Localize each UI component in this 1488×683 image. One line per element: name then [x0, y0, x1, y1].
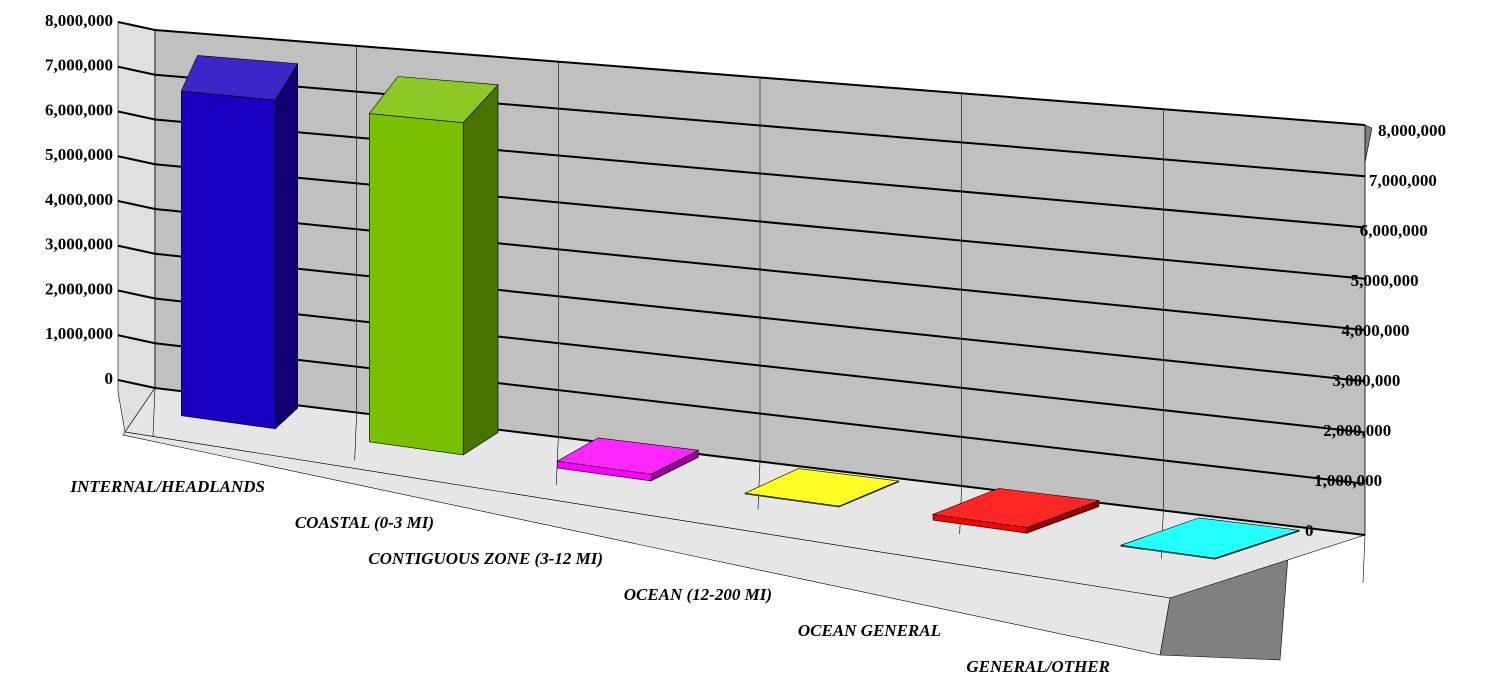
y2-tick-label: 4,000,000: [1342, 321, 1410, 340]
bar: [556, 437, 700, 482]
bar-front: [181, 90, 276, 430]
floor-divider: [354, 412, 357, 461]
grid-line-left-wall: [117, 289, 156, 300]
x-tick-label: GENERAL/OTHER: [966, 657, 1110, 676]
grid-line: [154, 29, 1366, 126]
y-tick-label: 3,000,000: [45, 235, 113, 254]
bar-top: [1120, 517, 1300, 559]
x-tick-label: OCEAN (12-200 MI): [624, 585, 772, 604]
grid-line-left-wall: [117, 65, 156, 76]
y2-tick-label: 3,000,000: [1332, 371, 1400, 390]
bar: [368, 76, 499, 456]
grid-line-left-wall: [117, 200, 156, 210]
x-tick-label: INTERNAL/HEADLANDS: [69, 477, 265, 496]
x-tick-label: CONTIGUOUS ZONE (3-12 MI): [368, 549, 603, 568]
grid-line: [154, 163, 1366, 280]
grid-line: [154, 118, 1366, 229]
bar-top: [931, 488, 1100, 528]
y2-tick-label: 2,000,000: [1323, 421, 1391, 440]
grid-line: [154, 297, 1366, 434]
y-tick-label: 4,000,000: [45, 190, 113, 209]
bar-top: [368, 76, 499, 124]
bar-side: [274, 62, 299, 430]
y2-tick-label: 7,000,000: [1369, 171, 1437, 190]
grid-line: [154, 342, 1366, 485]
y2-tick-label: 1,000,000: [1314, 471, 1382, 490]
grid-line-left-wall: [117, 110, 156, 121]
y-tick-label: 1,000,000: [45, 324, 113, 343]
y2-tick-label: 6,000,000: [1360, 221, 1428, 240]
grid-line-left-wall: [117, 244, 156, 255]
floor-divider: [1362, 534, 1366, 584]
y2-tick-label: 5,000,000: [1351, 271, 1419, 290]
y-tick-label: 6,000,000: [45, 100, 113, 119]
grid-line: [154, 73, 1366, 178]
bar: [744, 468, 900, 508]
grid-line: [154, 208, 1366, 331]
bar: [180, 55, 299, 430]
y-tick-label: 8,000,000: [45, 11, 113, 30]
grid-line-left-wall: [117, 155, 156, 166]
grid-line-left-wall: [117, 21, 156, 31]
left-wall: [117, 21, 156, 433]
y-tick-label: 5,000,000: [45, 145, 113, 164]
y2-tick-label: 0: [1305, 521, 1314, 540]
x-tick-label: COASTAL (0-3 MI): [295, 513, 434, 532]
x-tick-label: OCEAN GENERAL: [798, 621, 941, 640]
grid-line: [154, 387, 1366, 536]
grid-line-left-wall: [117, 379, 156, 389]
grid-line-left-wall: [117, 334, 156, 345]
bar-top: [744, 468, 900, 507]
y-tick-label: 7,000,000: [45, 56, 113, 75]
bar-front: [368, 113, 464, 456]
y2-tick-label: 8,000,000: [1378, 121, 1446, 140]
floor-divider: [757, 461, 761, 510]
grid-line: [154, 252, 1366, 383]
bar: [1120, 517, 1300, 560]
floor-front: [122, 431, 1171, 656]
y-tick-label: 2,000,000: [45, 279, 113, 298]
bar-top: [556, 437, 700, 475]
bar: [931, 488, 1100, 534]
y-tick-label: 0: [105, 369, 114, 388]
bar-side: [462, 84, 499, 456]
bar-top: [180, 55, 299, 101]
floor-divider: [152, 387, 156, 437]
